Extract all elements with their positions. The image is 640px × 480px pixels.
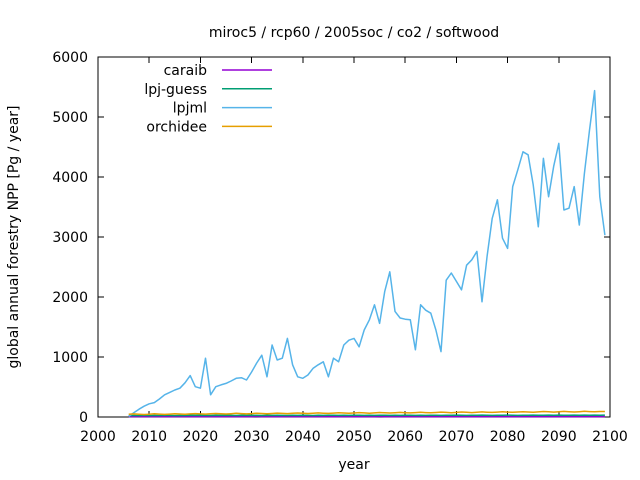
x-tick-label: 2070 <box>439 429 475 445</box>
y-tick-label: 4000 <box>52 170 88 186</box>
x-tick-label: 2030 <box>234 429 270 445</box>
y-axis-label: global annual forestry NPP [Pg / year] <box>6 105 22 368</box>
series-line-lpj-guess <box>128 414 605 417</box>
legend-label-lpj-guess: lpj-guess <box>144 82 207 98</box>
x-tick-label: 2090 <box>541 429 577 445</box>
x-axis-ticks: 2000 2010 2020 2030 2040 2050 2060 2070 2080 2090… <box>80 57 628 445</box>
x-tick-label: 2040 <box>285 429 321 445</box>
y-tick-label: 6000 <box>52 50 88 66</box>
x-tick-label: 2050 <box>336 429 372 445</box>
y-tick-label: 3000 <box>52 230 88 246</box>
legend-label-caraib: caraib <box>164 63 208 79</box>
y-axis-ticks: 0 1000 2000 3000 4000 5000 6000 <box>52 50 610 426</box>
x-tick-label: 2080 <box>490 429 526 445</box>
x-tick-label: 2100 <box>592 429 628 445</box>
legend-label-orchidee: orchidee <box>146 119 207 135</box>
x-axis-label: year <box>338 457 369 473</box>
y-tick-label: 1000 <box>52 350 88 366</box>
plot-series <box>128 89 606 418</box>
legend: caraib lpj-guess lpjml orchidee <box>144 63 272 135</box>
legend-label-lpjml: lpjml <box>173 101 207 117</box>
x-tick-label: 2010 <box>131 429 167 445</box>
y-tick-label: 0 <box>79 410 88 426</box>
x-tick-label: 2020 <box>183 429 219 445</box>
series-line-lpjml <box>128 89 606 418</box>
x-tick-label: 2060 <box>387 429 423 445</box>
chart-title: miroc5 / rcp60 / 2005soc / co2 / softwoo… <box>209 25 499 41</box>
y-tick-label: 2000 <box>52 290 88 306</box>
y-tick-label: 5000 <box>52 110 88 126</box>
x-tick-label: 2000 <box>80 429 116 445</box>
series-line-orchidee <box>128 410 605 416</box>
